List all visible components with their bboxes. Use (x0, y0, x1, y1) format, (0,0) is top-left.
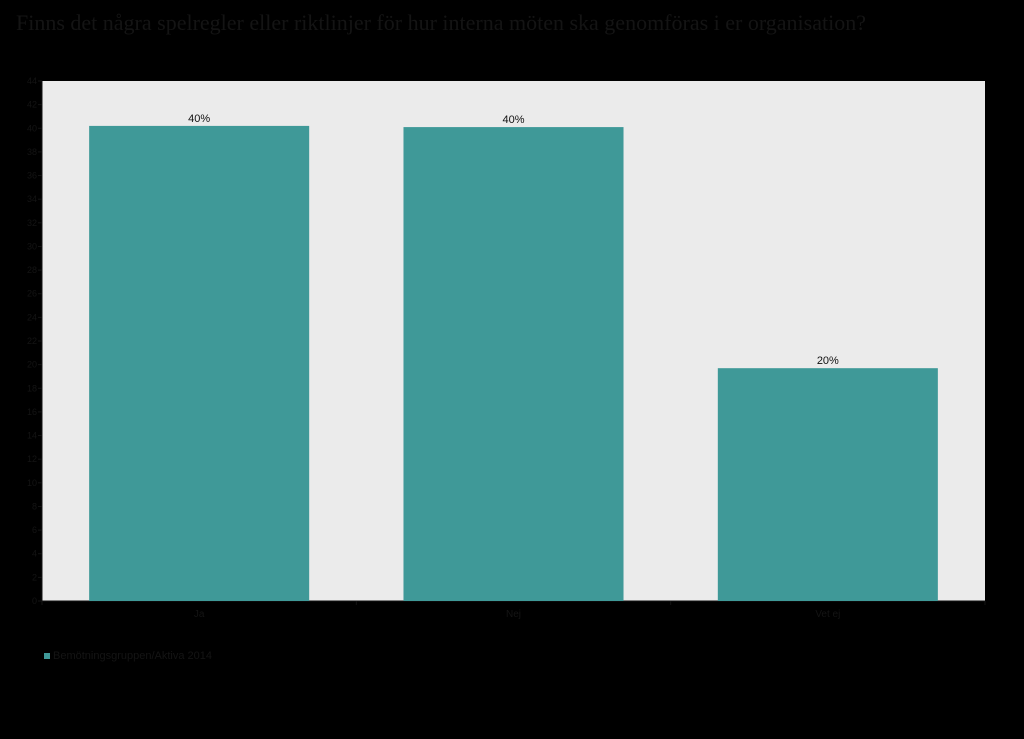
data-label: 40% (502, 114, 524, 126)
bar-ja (89, 125, 310, 601)
y-tick-label: 44 (27, 76, 37, 86)
y-tick-label: 26 (27, 289, 37, 299)
y-tick-label: 14 (27, 431, 37, 441)
y-tick-label: 40 (27, 123, 37, 133)
y-tick-label: 24 (27, 312, 37, 322)
x-tick-label: Ja (194, 609, 205, 620)
y-tick-label: 38 (27, 147, 37, 157)
y-tick-label: 28 (27, 265, 37, 275)
x-axis: Ja Nej Vet ej (41, 600, 986, 620)
legend-label: Bemötningsgruppen/Aktiva 2014 (53, 650, 212, 662)
legend: Bemötningsgruppen/Aktiva 2014 (44, 650, 212, 662)
y-tick-label: 12 (27, 454, 37, 464)
y-tick-label: 8 (32, 501, 37, 511)
y-tick-label: 22 (27, 336, 37, 346)
y-tick-label: 2 (32, 572, 37, 582)
y-tick-label: 36 (27, 171, 37, 181)
y-tick-label: 30 (27, 241, 37, 251)
x-tick-label: Nej (506, 609, 521, 620)
bars-group (89, 125, 938, 601)
y-tick-label: 6 (32, 525, 37, 535)
y-tick-label: 0 (32, 596, 37, 606)
y-tick-label: 18 (27, 383, 37, 393)
bar-nej (403, 127, 624, 601)
y-tick-label: 10 (27, 478, 37, 488)
legend-swatch (44, 653, 50, 659)
y-axis: 0246810121416182022242628303234363840424… (27, 76, 43, 606)
y-tick-label: 34 (27, 194, 37, 204)
x-tick-label: Vet ej (815, 609, 840, 620)
y-tick-label: 4 (32, 549, 37, 559)
y-tick-label: 42 (27, 100, 37, 110)
y-tick-label: 20 (27, 360, 37, 370)
bar-vet-ej (717, 368, 938, 601)
y-tick-label: 16 (27, 407, 37, 417)
chart-title: Finns det några spelregler eller riktlin… (16, 10, 866, 35)
data-labels-group: 40% 40% 20% (188, 113, 839, 367)
data-label: 40% (188, 113, 210, 125)
y-tick-label: 32 (27, 218, 37, 228)
data-label: 20% (817, 355, 839, 367)
